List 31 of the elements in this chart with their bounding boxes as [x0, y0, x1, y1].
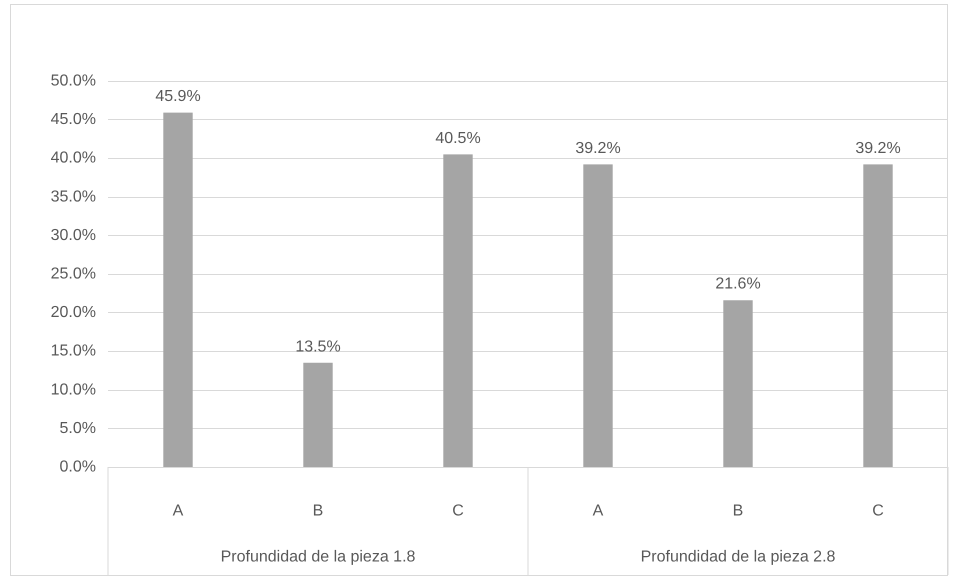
- x-tick-label: B: [312, 502, 324, 520]
- y-tick-label: 20.0%: [50, 304, 96, 322]
- data-label: 39.2%: [855, 140, 901, 157]
- bar: [443, 154, 473, 467]
- x-tick-label: A: [172, 502, 184, 520]
- y-tick-label: 30.0%: [50, 226, 96, 244]
- y-tick-label: 0.0%: [60, 458, 96, 476]
- bar: [583, 164, 613, 467]
- bar: [723, 300, 753, 467]
- y-tick-label: 35.0%: [50, 188, 96, 206]
- text: Profundidad de la pieza 1.8: [220, 548, 416, 566]
- data-label: 39.2%: [575, 140, 621, 157]
- data-label: 40.5%: [435, 130, 481, 147]
- y-tick-label: 45.0%: [50, 111, 96, 128]
- y-tick-label: 15.0%: [50, 342, 96, 360]
- x-tick-label: A: [592, 502, 604, 520]
- y-tick-label: 25.0%: [50, 266, 96, 282]
- data-label: 13.5%: [295, 338, 341, 356]
- y-tick-label: 5.0%: [60, 420, 96, 437]
- y-tick-label: 50.0%: [50, 72, 96, 90]
- bar: [163, 112, 193, 467]
- data-label: 21.6%: [715, 276, 761, 293]
- y-tick-label: 10.0%: [50, 381, 96, 398]
- x-tick-label: C: [872, 502, 884, 520]
- x-tick-label: C: [452, 502, 464, 520]
- bar: [303, 362, 333, 467]
- x-tick-label: B: [732, 502, 744, 520]
- y-tick-label: 40.0%: [50, 150, 96, 167]
- bar: [863, 164, 893, 467]
- text: Profundidad de la pieza 2.8: [640, 548, 836, 566]
- data-label: 45.9%: [155, 88, 201, 106]
